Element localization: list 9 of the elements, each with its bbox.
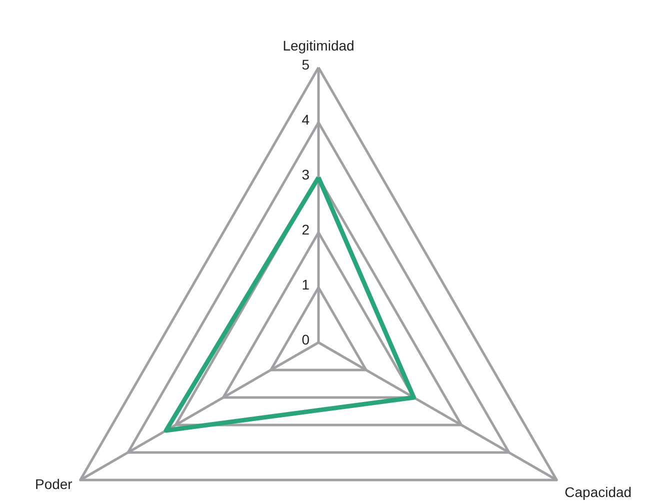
spoke-label: Poder xyxy=(34,476,73,492)
y-tick-label: 0 xyxy=(302,332,310,348)
y-tick-label: 4 xyxy=(302,112,310,128)
y-tick-label: 5 xyxy=(302,56,310,72)
y-tick-label: 1 xyxy=(302,276,310,292)
y-tick-label: 3 xyxy=(302,166,310,182)
spoke-label: Legitimidad xyxy=(282,38,354,54)
spoke-label: Capacidad xyxy=(564,484,632,500)
y-tick-label: 2 xyxy=(302,222,310,238)
